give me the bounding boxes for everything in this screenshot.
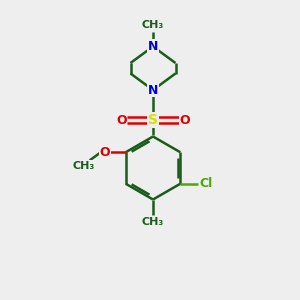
Text: O: O (116, 113, 127, 127)
Text: CH₃: CH₃ (142, 217, 164, 227)
Text: Cl: Cl (199, 177, 212, 190)
Text: N: N (148, 83, 158, 97)
Text: N: N (148, 40, 158, 53)
Text: S: S (148, 113, 158, 127)
Text: O: O (179, 113, 190, 127)
Text: O: O (99, 146, 110, 159)
Text: CH₃: CH₃ (73, 161, 95, 171)
Text: CH₃: CH₃ (142, 20, 164, 30)
